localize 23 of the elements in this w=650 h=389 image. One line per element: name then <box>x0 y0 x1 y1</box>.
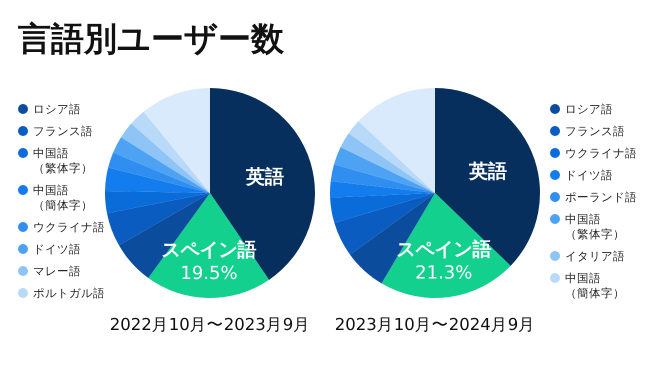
legend-label: イタリア語 <box>565 249 625 263</box>
slice-label: 英語 <box>245 166 284 188</box>
legend-label: ウクライナ語 <box>565 146 637 160</box>
legend-label: マレー語 <box>33 264 81 278</box>
legend-label: ロシア語 <box>565 102 613 116</box>
legend-label: フランス語 <box>565 124 625 138</box>
legend-label: フランス語 <box>33 124 93 138</box>
legend-label: ポルトガル語 <box>33 286 105 300</box>
legend-label: ポーランド語 <box>565 190 637 204</box>
data-label: 19.5% <box>180 263 238 284</box>
chart-title: 言語別ユーザー数 <box>17 19 285 58</box>
legend-label: ウクライナ語 <box>33 220 105 234</box>
legend-label: 中国語（簡体字） <box>565 271 625 300</box>
legend-label: ロシア語 <box>33 102 81 116</box>
slice-label: 英語 <box>468 160 508 182</box>
text: 2023月10月〜2024月9月 <box>334 315 536 334</box>
legend-label: 中国語（繁体字） <box>33 146 93 175</box>
legend-label: 中国語（簡体字） <box>33 183 93 212</box>
data-label: 21.3% <box>415 262 472 284</box>
legend-label: ドイツ語 <box>33 242 81 256</box>
legend-label: 中国語（繁体字） <box>565 212 625 241</box>
text: 2022月10月〜2023月9月 <box>110 315 310 334</box>
legend-label: ドイツ語 <box>565 168 613 182</box>
